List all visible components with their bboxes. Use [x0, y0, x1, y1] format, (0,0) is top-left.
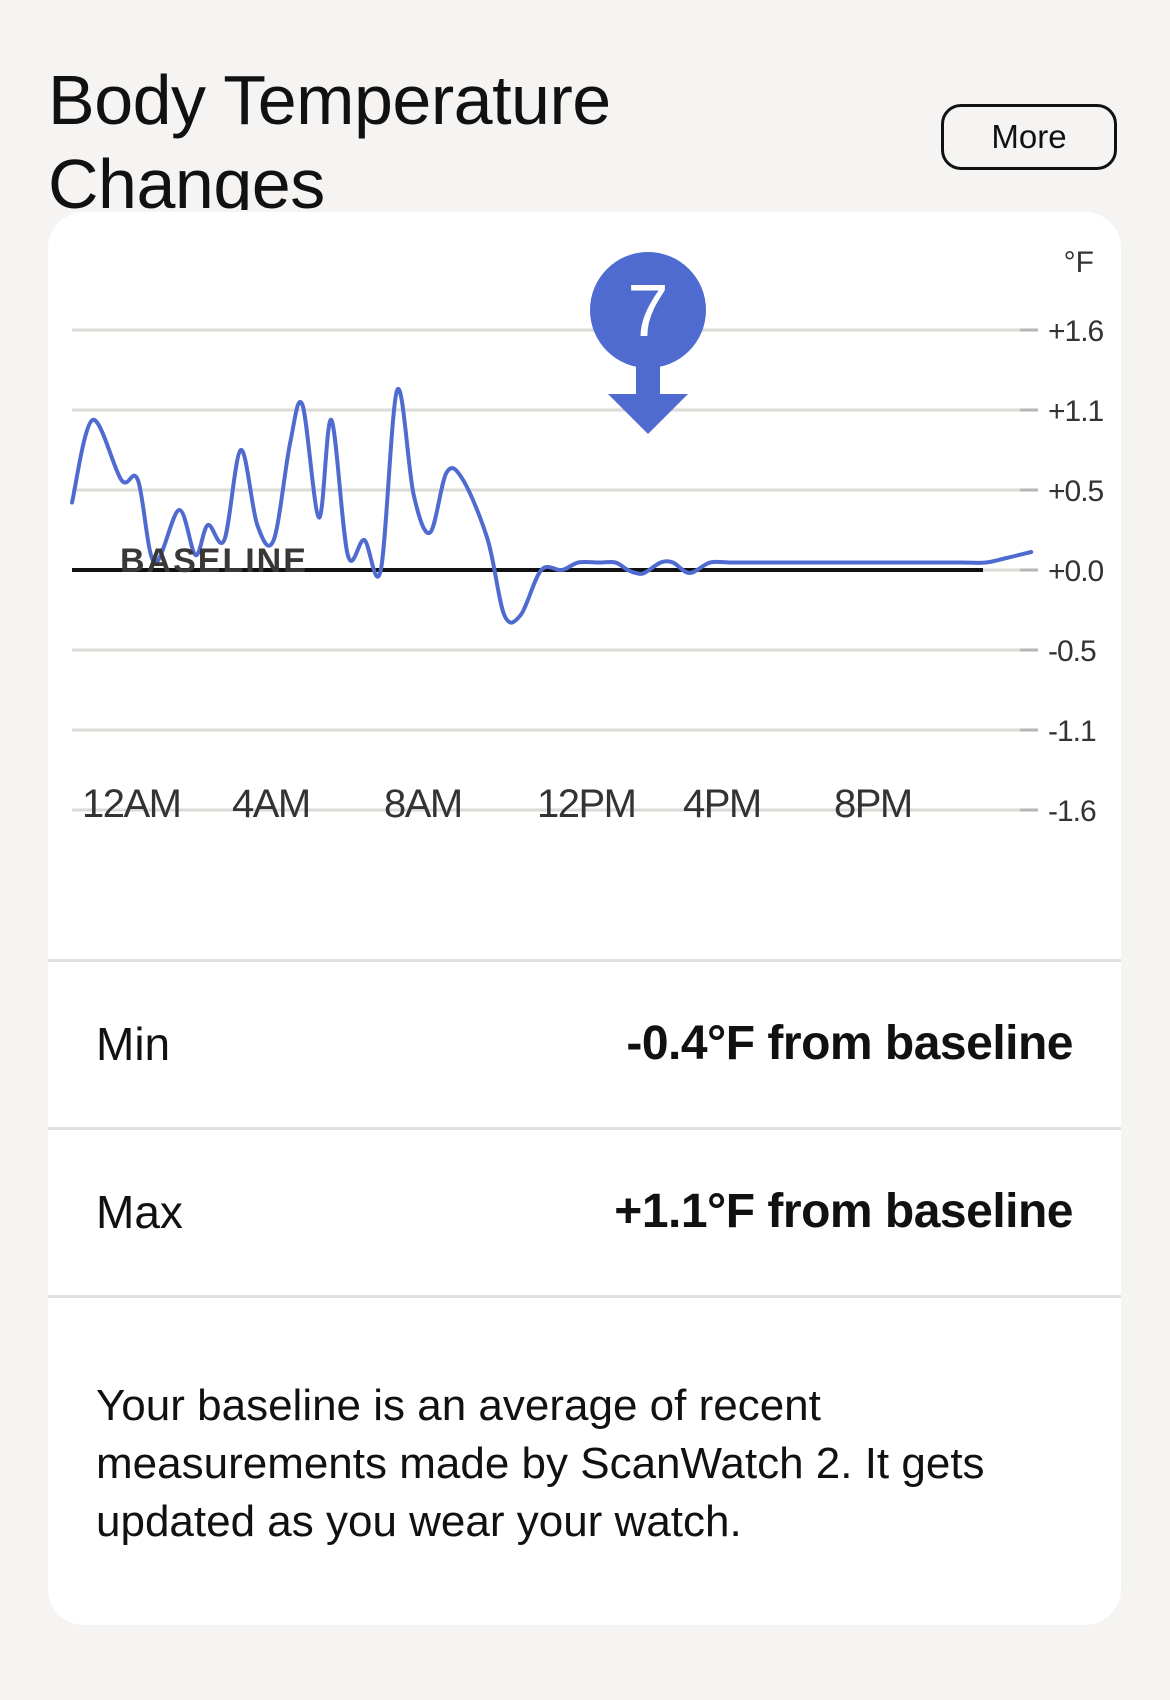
y-tick-label: -1.1 [1048, 715, 1096, 748]
unit-label: °F [1064, 246, 1094, 279]
x-tick-label: 8PM [834, 782, 912, 826]
marker-number: 7 [627, 269, 668, 352]
baseline-label: BASELINE [120, 542, 308, 580]
x-tick-label: 12AM [82, 782, 181, 826]
temperature-card: 7 °F +1.6 +1.1 +0.5 +0.0 -0.5 -1.1 -1.6 BASELINE… [48, 212, 1121, 1625]
divider [48, 1295, 1121, 1298]
divider [48, 1127, 1121, 1130]
stat-row-min: Min -0.4°F from baseline [48, 960, 1121, 1127]
temperature-chart: 7 °F +1.6 +1.1 +0.5 +0.0 -0.5 -1.1 -1.6 BASELINE… [70, 246, 1105, 828]
y-tick-label: +0.0 [1048, 555, 1104, 588]
divider [48, 959, 1121, 962]
max-value: +1.1°F from baseline [614, 1185, 1073, 1238]
more-button[interactable]: More [941, 104, 1117, 170]
temperature-series-line [70, 386, 1034, 625]
y-tick-label: -1.6 [1048, 795, 1096, 828]
x-tick-label: 4PM [683, 782, 761, 826]
max-label: Max [96, 1185, 183, 1238]
x-tick-label: 12PM [537, 782, 636, 826]
y-tick-label: +1.1 [1048, 395, 1104, 428]
y-tick-label: +0.5 [1048, 475, 1104, 508]
marker-arrow-stem [636, 362, 660, 398]
baseline-note: Your baseline is an average of recent me… [96, 1381, 985, 1546]
min-value: -0.4°F from baseline [626, 1017, 1073, 1070]
y-tick-label: -0.5 [1048, 635, 1096, 668]
stat-row-max: Max +1.1°F from baseline [48, 1128, 1121, 1295]
page-title: Body Temperature Changes [48, 61, 611, 210]
x-tick-label: 8AM [384, 782, 462, 826]
y-tick-label: +1.6 [1048, 315, 1104, 348]
marker-circle [590, 252, 706, 368]
x-tick-label: 4AM [232, 782, 310, 826]
marker-arrow-head [608, 394, 688, 434]
min-label: Min [96, 1017, 171, 1070]
